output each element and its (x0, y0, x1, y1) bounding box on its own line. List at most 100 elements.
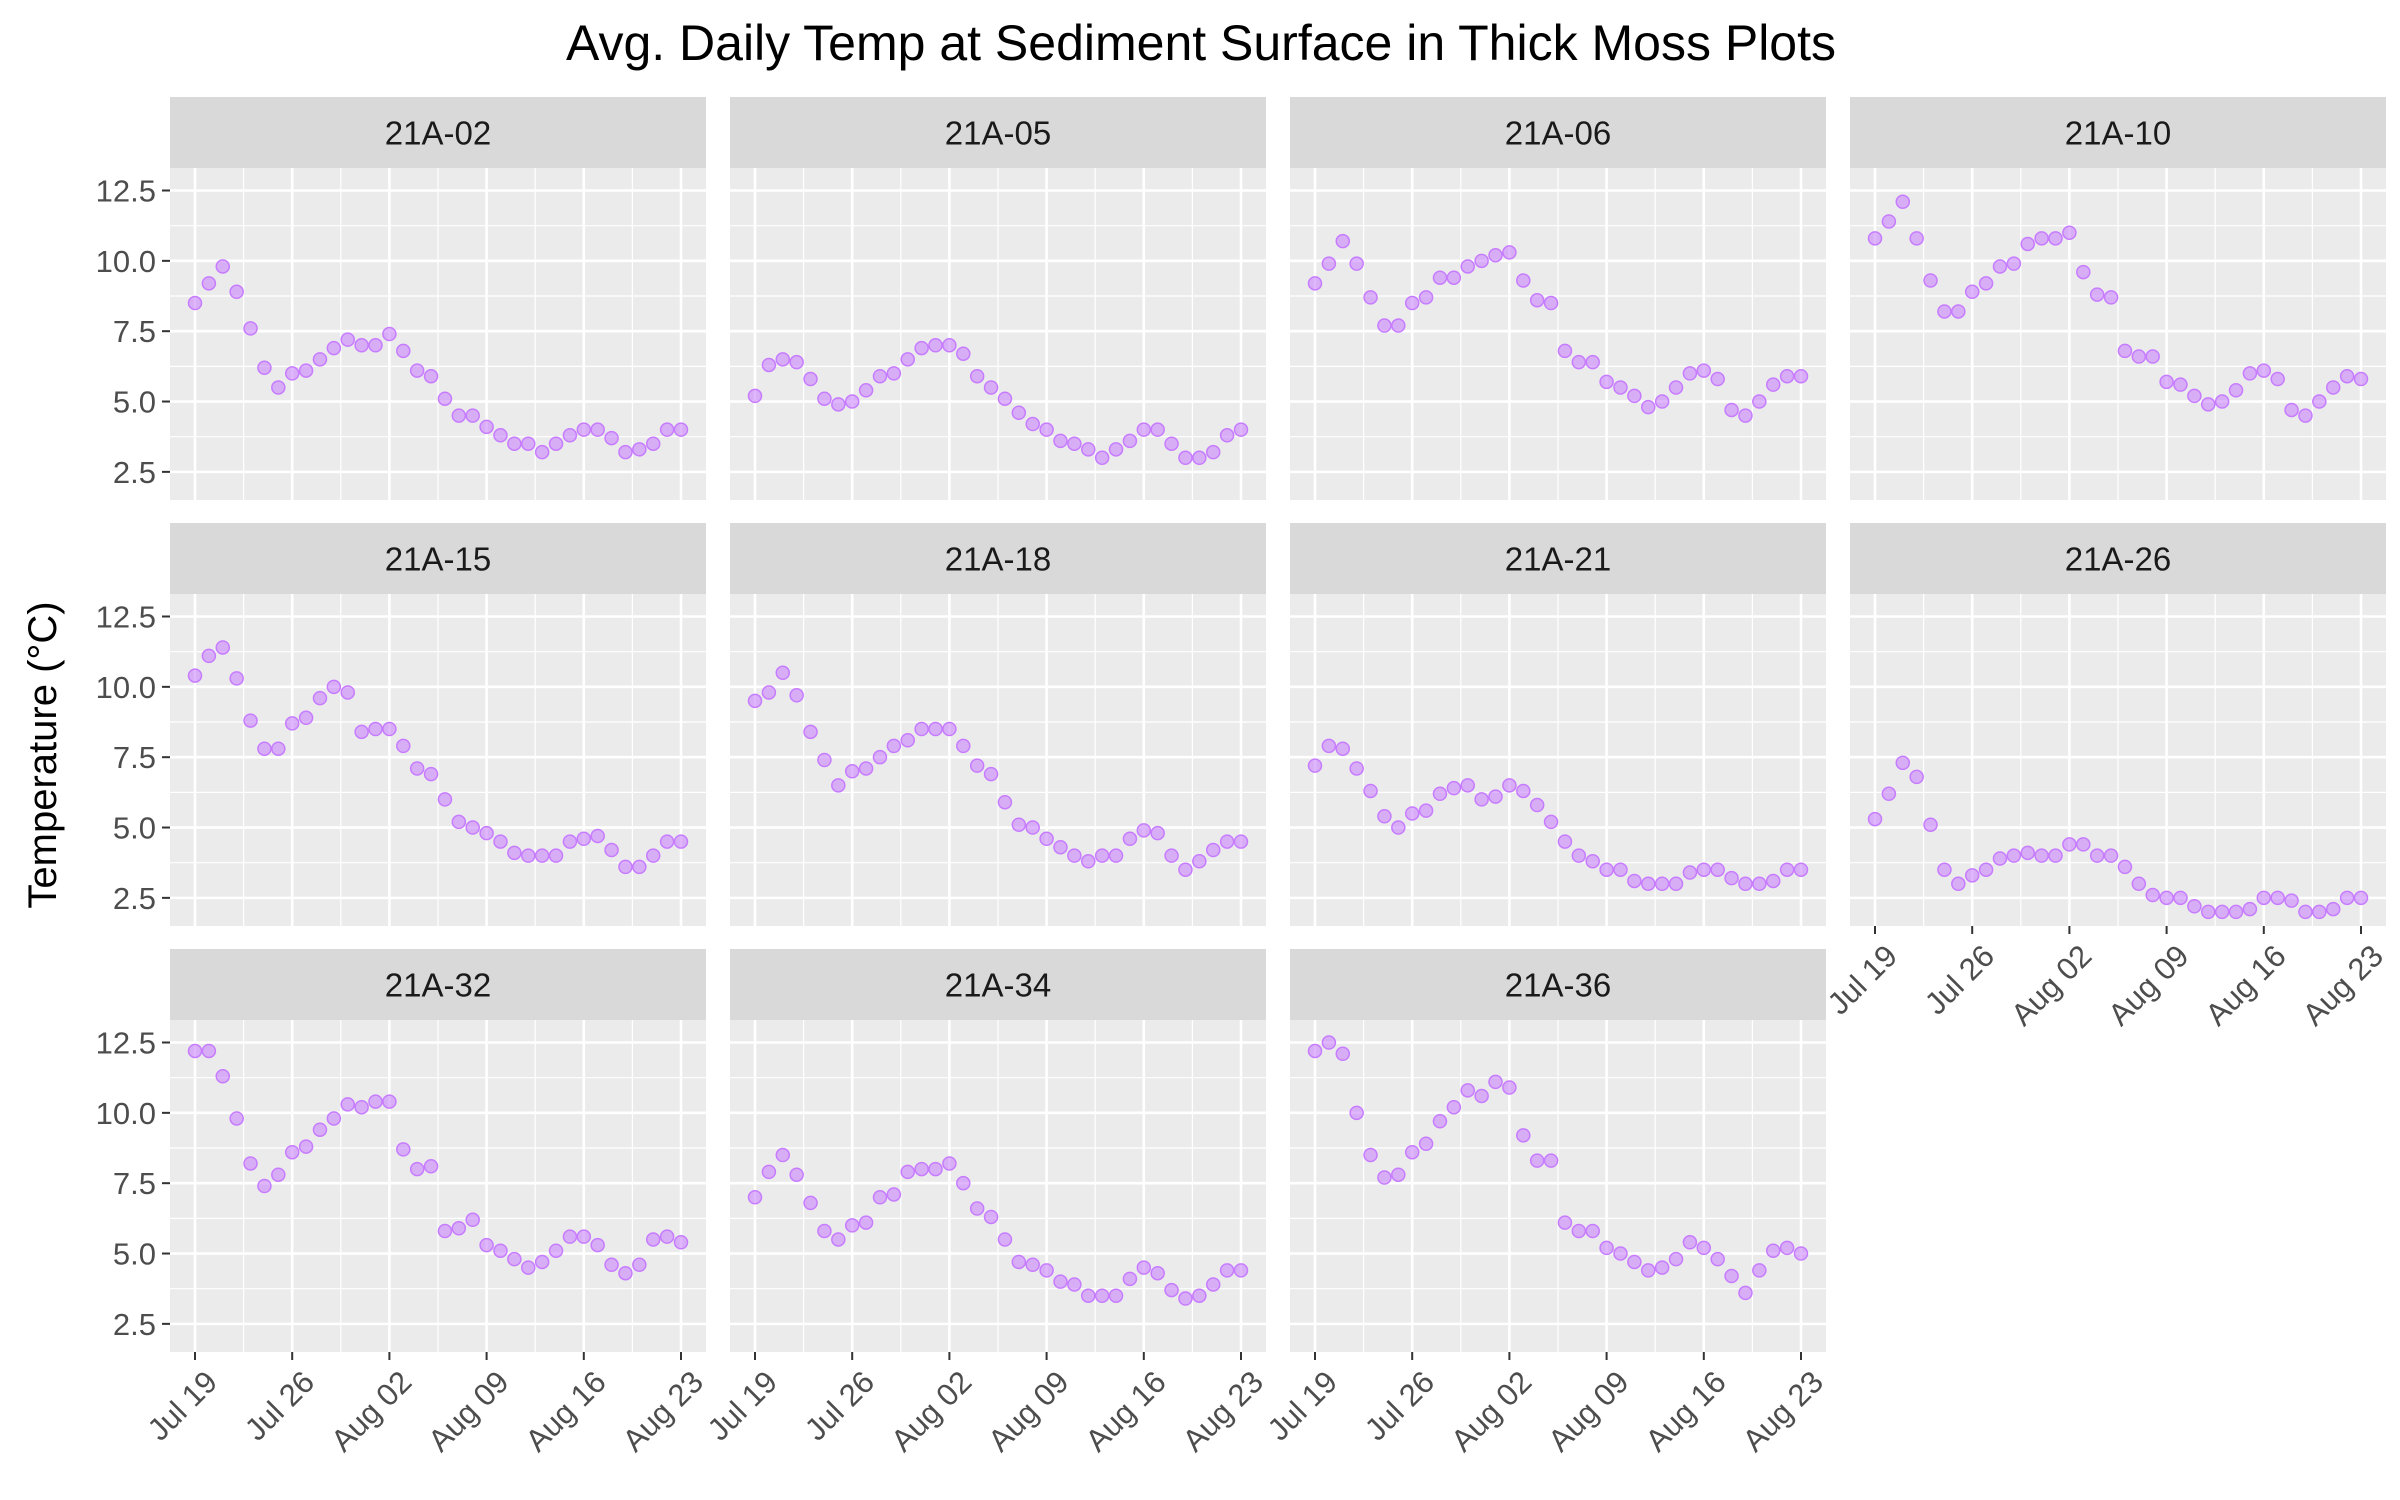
y-tick-label: 12.5 (96, 600, 156, 635)
data-point (1937, 304, 1952, 319)
data-point (1529, 1153, 1545, 1168)
data-point (803, 724, 818, 740)
data-point (284, 366, 300, 381)
x-tick-label: Aug 02 (884, 1364, 978, 1458)
facet-label: 21A-02 (385, 115, 491, 152)
data-point (507, 436, 522, 451)
data-point (1654, 876, 1670, 892)
data-point (1391, 1167, 1406, 1182)
data-point (326, 679, 342, 695)
data-point (747, 693, 763, 709)
data-point (1738, 1285, 1753, 1301)
data-point (2325, 901, 2341, 917)
data-point (1682, 366, 1698, 381)
data-point (969, 368, 985, 384)
data-point (983, 380, 999, 395)
data-point (1613, 862, 1628, 877)
data-point (969, 1201, 985, 1216)
x-tick-label: Jul 19 (1261, 1364, 1344, 1447)
data-point (187, 295, 203, 311)
data-point (803, 1195, 818, 1211)
data-point (2228, 904, 2244, 920)
data-point (1081, 442, 1096, 457)
data-point (1053, 433, 1068, 449)
data-point (2242, 366, 2258, 381)
data-point (215, 1069, 231, 1084)
data-point (507, 1251, 522, 1267)
data-point (1094, 1288, 1110, 1303)
data-point (1599, 1240, 1614, 1256)
data-point (886, 1187, 902, 1202)
facet-panel: 21A-02 2.5 5.0 7.5 10.0 12.5 (96, 97, 706, 500)
data-point (187, 1043, 203, 1059)
data-point (1613, 380, 1628, 395)
data-point (1543, 814, 1559, 830)
data-point (858, 761, 874, 776)
data-point (2173, 890, 2188, 906)
data-point (590, 828, 605, 844)
data-point (2117, 343, 2133, 359)
data-point (831, 778, 846, 793)
data-point (1779, 368, 1795, 384)
data-point (1682, 865, 1698, 880)
data-point (1150, 422, 1165, 437)
data-point (1108, 442, 1124, 457)
data-point (1335, 233, 1351, 249)
data-point (271, 380, 286, 395)
data-point (229, 1111, 244, 1126)
facet-strip (170, 97, 706, 168)
data-point (534, 444, 550, 460)
data-point (928, 1161, 943, 1177)
facet-label: 21A-32 (385, 967, 491, 1004)
data-point (2298, 408, 2313, 423)
x-tick-label: Aug 09 (421, 1364, 515, 1458)
data-point (942, 338, 957, 353)
data-point (2131, 876, 2147, 892)
data-point (1682, 1235, 1698, 1250)
data-point (1895, 755, 1911, 771)
data-point (1178, 1291, 1193, 1306)
data-point (632, 442, 647, 457)
data-point (451, 814, 467, 830)
data-point (1039, 831, 1054, 847)
data-point (858, 383, 874, 398)
data-point (1446, 270, 1462, 285)
data-point (576, 1229, 592, 1244)
data-point (354, 338, 369, 353)
data-point (298, 710, 314, 726)
data-point (2284, 402, 2299, 418)
data-point (201, 648, 217, 664)
data-point (1881, 786, 1897, 802)
data-point (1752, 876, 1767, 892)
data-point (1909, 231, 1924, 246)
data-point (956, 346, 971, 361)
data-point (187, 668, 203, 683)
data-point (956, 738, 971, 754)
data-point (1164, 436, 1179, 451)
data-point (747, 1190, 763, 1205)
data-point (858, 1215, 874, 1230)
data-point (1696, 363, 1712, 378)
data-point (632, 1257, 647, 1273)
data-point (1516, 1128, 1531, 1143)
data-point (423, 766, 439, 782)
data-point (1081, 854, 1096, 869)
x-tick-label: Jul 19 (701, 1364, 784, 1447)
data-point (1039, 1263, 1054, 1278)
data-point (1404, 295, 1420, 311)
data-point (298, 1139, 314, 1154)
data-point (2214, 394, 2230, 409)
data-point (618, 1265, 633, 1281)
data-point (844, 1218, 860, 1233)
facet-panel: 21A-05 (730, 97, 1266, 500)
data-point (747, 388, 763, 404)
data-point (576, 422, 592, 437)
data-point (914, 1161, 929, 1177)
data-point (1025, 1257, 1040, 1273)
data-point (409, 363, 425, 378)
data-point (942, 1156, 957, 1171)
data-point (1418, 1136, 1434, 1152)
data-point (1178, 862, 1193, 877)
data-point (1668, 1251, 1684, 1267)
